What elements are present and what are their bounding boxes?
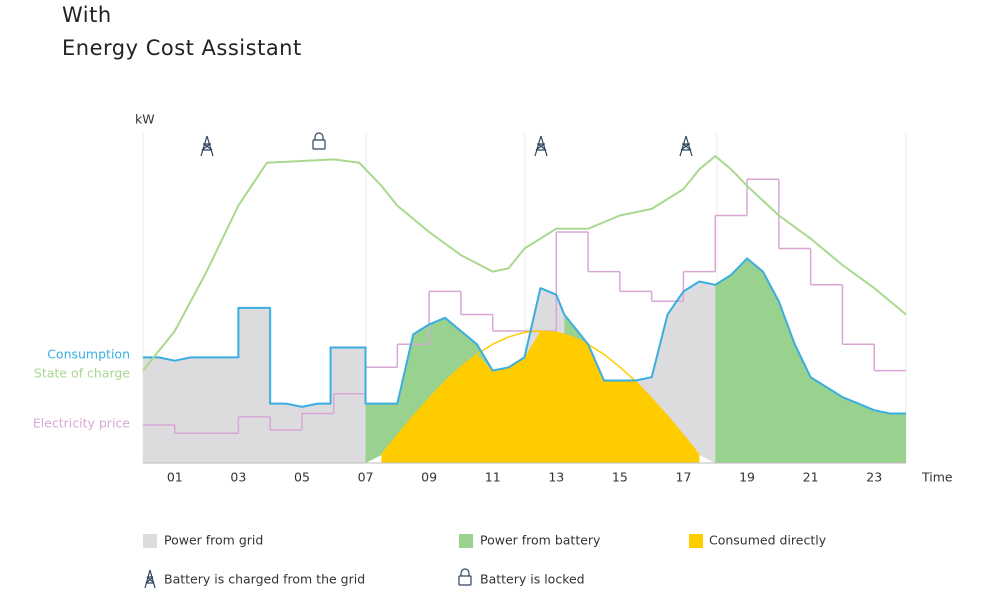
event-icons — [200, 132, 693, 157]
chart-subtitle: Energy Cost Assistant — [62, 36, 302, 60]
line — [142, 155, 907, 372]
area — [143, 307, 366, 463]
area — [365, 317, 493, 463]
x-tick-label: 15 — [612, 470, 628, 485]
x-tick-label: 11 — [485, 470, 501, 485]
area — [635, 281, 716, 463]
legend-note: Battery is charged from the grid — [164, 572, 365, 587]
legend-label: Power from grid — [164, 533, 263, 548]
legend-swatch — [459, 534, 473, 548]
legend-swatch — [143, 534, 157, 548]
area — [715, 258, 906, 463]
lock-icon — [458, 568, 472, 586]
x-tick-label: 23 — [866, 470, 882, 485]
x-tick-label: 09 — [421, 470, 437, 485]
legend: Power from grid Power from battery Consu… — [143, 533, 827, 589]
x-tick-label: 21 — [803, 470, 819, 485]
x-tick-label: 13 — [548, 470, 564, 485]
plot-area — [142, 155, 907, 464]
x-tick-label: 01 — [167, 470, 183, 485]
grid-tower-icon — [679, 135, 693, 157]
lock-icon — [312, 132, 326, 150]
y-axis-label: kW — [135, 112, 155, 127]
area — [524, 288, 565, 358]
grid-tower-icon — [144, 569, 156, 589]
line — [143, 257, 906, 415]
legend-note: Battery is locked — [480, 572, 585, 587]
line — [380, 330, 700, 456]
x-tick-label: 03 — [230, 470, 246, 485]
x-tick-label: 17 — [676, 470, 692, 485]
x-axis-label: Time — [921, 470, 953, 485]
series-label: Consumption — [47, 347, 130, 362]
x-tick-label: 07 — [358, 470, 374, 485]
grid-tower-icon — [534, 135, 548, 157]
area — [381, 331, 700, 463]
legend-label: Consumed directly — [709, 533, 827, 548]
x-tick-label: 19 — [739, 470, 755, 485]
legend-label: Power from battery — [480, 533, 601, 548]
chart-title: With — [62, 3, 112, 27]
series-label: State of charge — [34, 366, 130, 381]
grid-tower-icon — [200, 135, 214, 157]
x-tick-label: 05 — [294, 470, 310, 485]
legend-swatch — [689, 534, 703, 548]
series-label: Electricity price — [33, 416, 130, 431]
